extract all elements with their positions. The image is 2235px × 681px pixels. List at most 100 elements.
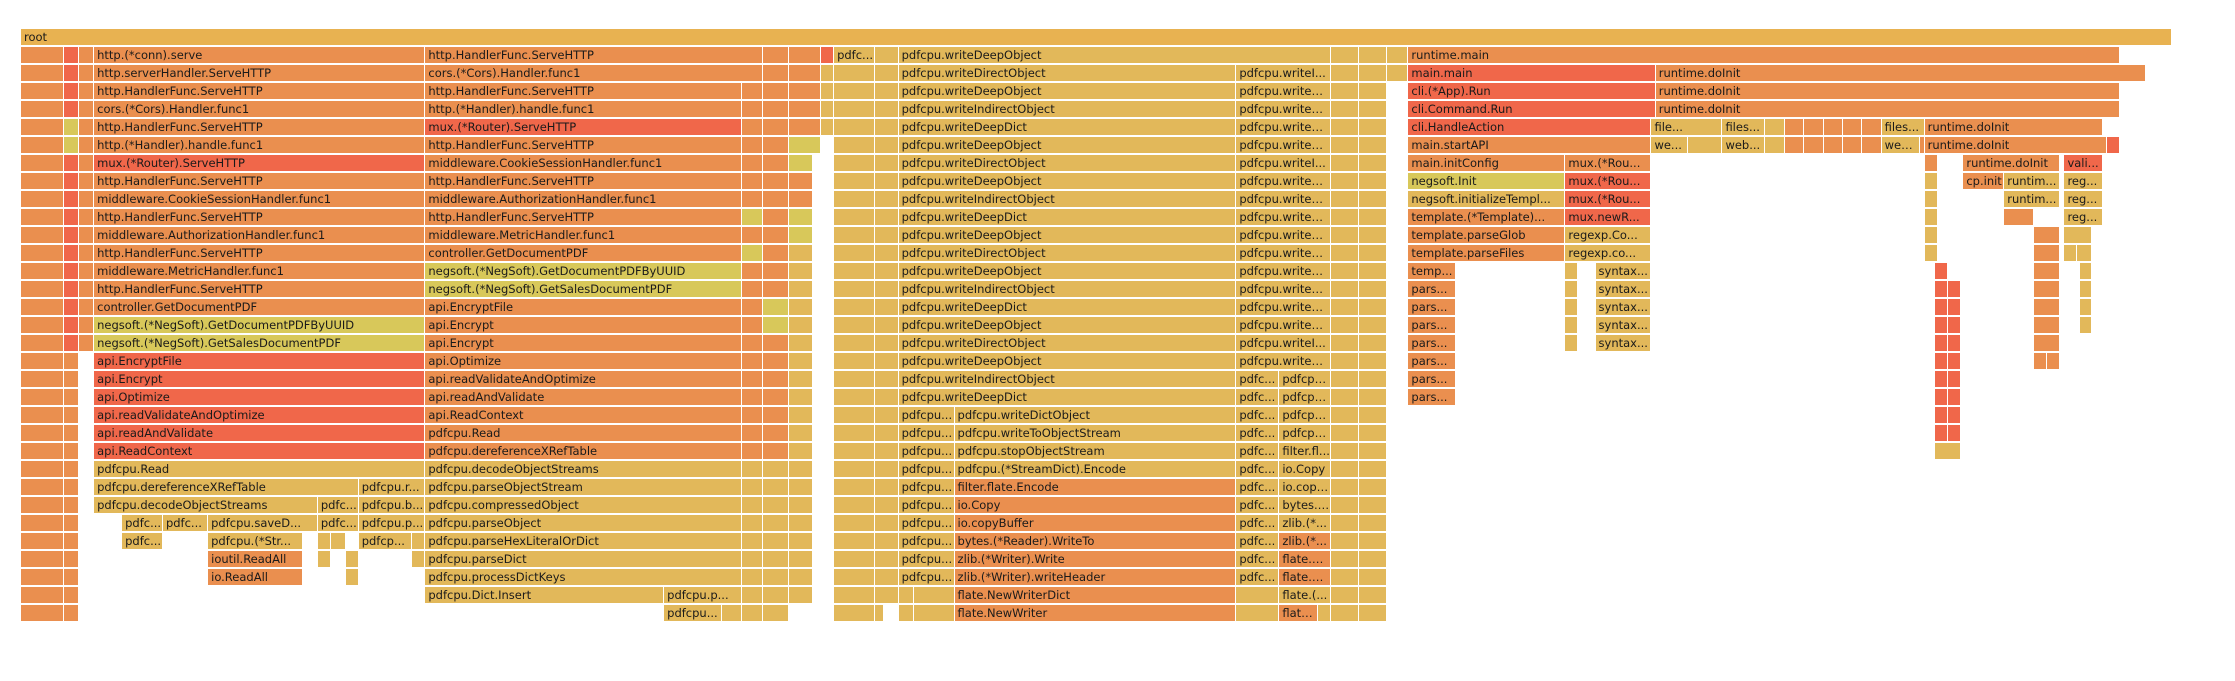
stack-frame[interactable] [874,551,899,568]
stack-frame[interactable]: ioutil.ReadAll [208,551,303,568]
stack-frame[interactable] [21,389,65,406]
stack-frame[interactable]: runtime.doInit [1963,155,2061,172]
stack-frame[interactable]: filter.fl... [1279,443,1331,460]
stack-frame[interactable] [788,569,813,586]
stack-frame[interactable] [1924,209,1938,226]
stack-frame[interactable] [788,173,813,190]
stack-frame[interactable] [64,281,80,298]
stack-frame[interactable]: pars... [1408,371,1456,388]
stack-frame[interactable]: pdfcpu.writeD... [1236,299,1331,316]
stack-frame[interactable]: pdfcpu.writeD... [1236,173,1331,190]
stack-frame[interactable]: io.ReadAll [208,569,303,586]
stack-frame[interactable] [1330,317,1359,334]
stack-frame[interactable] [79,101,95,118]
stack-frame[interactable]: pdfcp... [358,533,413,550]
stack-frame[interactable] [330,533,346,550]
stack-frame[interactable]: filter.flate.Encode [954,479,1237,496]
stack-frame[interactable]: web... [1722,137,1766,154]
stack-frame[interactable]: runtime.doInit [1655,65,2147,82]
stack-frame[interactable] [21,317,65,334]
stack-frame[interactable] [874,119,899,136]
stack-frame[interactable] [2034,245,2061,262]
stack-frame[interactable] [874,281,899,298]
stack-frame[interactable] [2064,227,2093,244]
stack-frame[interactable] [1565,317,1579,334]
stack-frame[interactable]: pdfcpu.Read [94,461,426,478]
stack-frame[interactable]: pars... [1408,281,1456,298]
stack-frame[interactable] [741,425,764,442]
stack-frame[interactable] [317,551,331,568]
stack-frame[interactable] [1935,299,1949,316]
stack-frame[interactable] [1330,137,1359,154]
stack-frame[interactable] [2079,281,2093,298]
stack-frame[interactable]: http.(*Handler).handle.func1 [94,137,426,154]
stack-frame[interactable] [1330,569,1359,586]
stack-frame[interactable] [1358,371,1387,388]
stack-frame[interactable] [21,425,65,442]
stack-frame[interactable] [21,209,65,226]
stack-frame[interactable] [21,407,65,424]
stack-frame[interactable] [834,101,875,118]
stack-frame[interactable] [741,407,764,424]
stack-frame[interactable] [788,443,813,460]
stack-frame[interactable]: zlib.(*... [1279,533,1331,550]
stack-frame[interactable] [788,119,822,136]
stack-frame[interactable]: pdfcpu.dereferenceXRefTable [94,479,359,496]
stack-frame[interactable] [1330,209,1359,226]
stack-frame[interactable] [1358,515,1387,532]
stack-frame[interactable]: pdfcpu.writeD... [1236,137,1331,154]
stack-frame[interactable] [1765,119,1785,136]
stack-frame[interactable] [834,569,875,586]
stack-frame[interactable] [763,371,789,388]
stack-frame[interactable] [874,173,899,190]
stack-frame[interactable] [64,245,80,262]
stack-frame[interactable]: bytes.(*Reader).WriteTo [954,533,1237,550]
stack-frame[interactable] [874,227,899,244]
stack-frame[interactable] [763,137,789,154]
stack-frame[interactable] [79,119,95,136]
stack-frame[interactable] [1948,425,1962,442]
stack-frame[interactable] [788,515,813,532]
stack-frame[interactable] [1358,173,1387,190]
stack-frame[interactable] [79,83,95,100]
stack-frame[interactable] [1765,137,1785,154]
stack-frame[interactable] [874,389,899,406]
stack-frame[interactable] [64,299,80,316]
stack-frame[interactable]: pdfc... [1236,407,1280,424]
stack-frame[interactable]: reg... [2064,209,2104,226]
stack-frame[interactable] [763,281,789,298]
stack-frame[interactable] [1924,245,1938,262]
stack-frame[interactable]: pdfcpu... [898,461,955,478]
stack-frame[interactable]: cors.(*Cors).Handler.func1 [94,101,426,118]
stack-frame[interactable] [1565,263,1579,280]
stack-frame[interactable] [874,497,899,514]
stack-frame[interactable]: main.main [1408,65,1656,82]
stack-frame[interactable]: flate.NewWriter [954,605,1237,622]
stack-frame[interactable] [834,407,875,424]
stack-frame[interactable]: we... [1651,137,1689,154]
stack-frame[interactable]: pdfc... [1236,533,1280,550]
stack-frame[interactable] [21,461,65,478]
stack-frame[interactable] [788,191,813,208]
stack-frame[interactable]: file... [1651,119,1723,136]
stack-frame[interactable] [821,47,835,64]
stack-frame[interactable]: pdfcpu.writeDirectObject [898,65,1237,82]
stack-frame[interactable]: pdfcpu.writeDeepObject [898,317,1237,334]
stack-frame[interactable] [741,155,764,172]
stack-frame[interactable]: runtim... [2004,173,2061,190]
stack-frame[interactable] [763,83,789,100]
stack-frame[interactable] [21,371,65,388]
stack-frame[interactable] [64,137,80,154]
stack-frame[interactable]: cors.(*Cors).Handler.func1 [425,65,764,82]
stack-frame[interactable]: cli.HandleAction [1408,119,1652,136]
stack-frame[interactable] [1330,83,1359,100]
stack-frame[interactable]: controller.GetDocumentPDF [425,245,742,262]
stack-frame[interactable]: runtime.doInit [1655,101,2121,118]
stack-frame[interactable]: api.ReadContext [425,407,742,424]
stack-frame[interactable]: pdfcpu.writeDirectObject [898,245,1237,262]
stack-frame[interactable] [79,65,95,82]
stack-frame[interactable] [1358,569,1387,586]
stack-frame[interactable] [2077,245,2093,262]
stack-frame[interactable] [788,299,813,316]
stack-frame[interactable] [763,587,789,604]
